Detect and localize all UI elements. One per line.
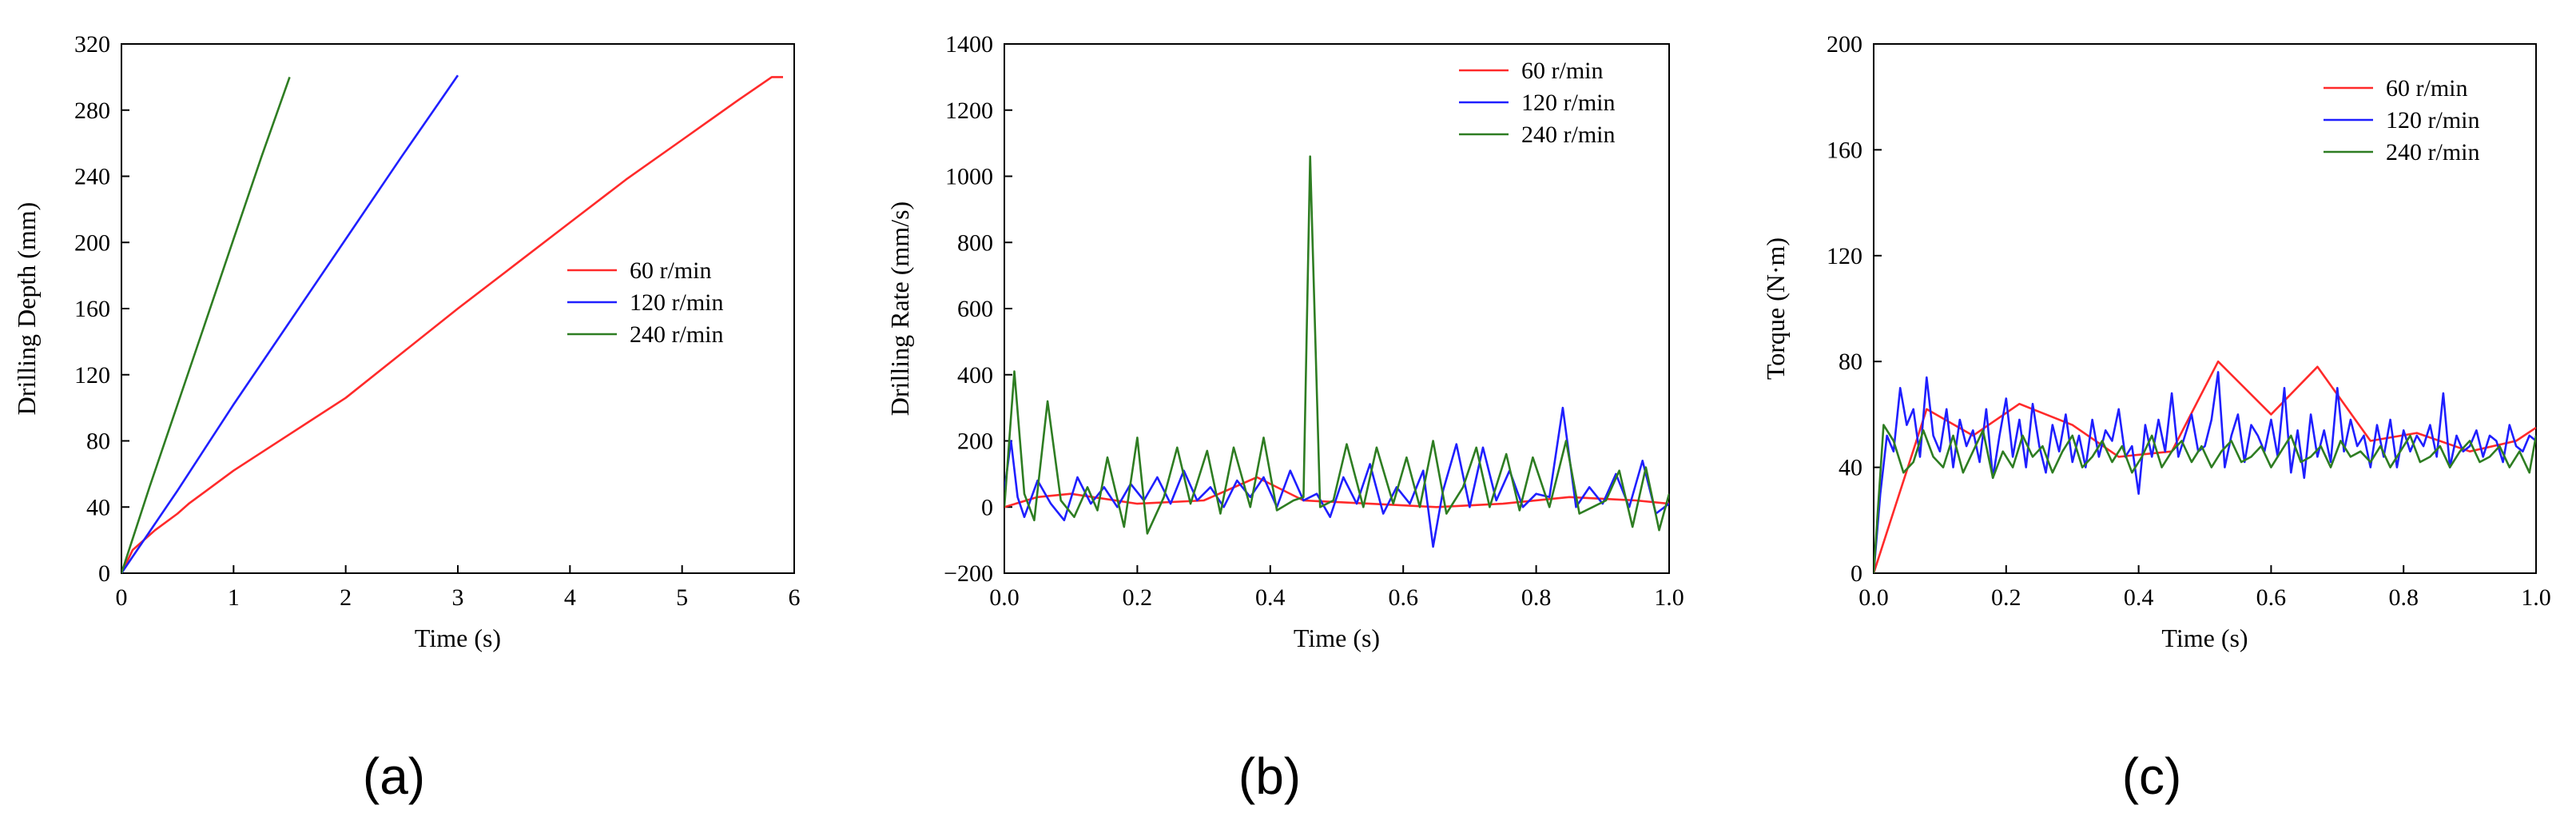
series-line-120-r-min	[1874, 371, 2536, 573]
series-line-240-r-min	[1004, 155, 1669, 535]
series-group	[1874, 360, 2536, 573]
y-tick-label: 1000	[945, 164, 993, 190]
y-tick-label: −200	[944, 560, 993, 587]
x-tick-label: 0.0	[989, 584, 1020, 611]
legend: 60 r/min 120 r/min 240 r/min	[2324, 75, 2480, 165]
series-group	[121, 74, 783, 573]
y-axis-label: Drilling Rate (mm/s)	[885, 201, 914, 416]
y-tick-label: 200	[957, 428, 993, 455]
x-tick-label: 0	[116, 584, 128, 611]
y-tick-label: 200	[74, 229, 110, 256]
x-tick-label: 4	[564, 584, 576, 611]
x-tick-label: 0.2	[1991, 584, 2021, 611]
y-tick-label: 240	[74, 164, 110, 190]
legend-label: 240 r/min	[630, 321, 724, 348]
y-tick-label: 40	[86, 494, 110, 520]
series-line-240-r-min	[1874, 424, 2536, 573]
legend: 60 r/min 120 r/min 240 r/min	[1459, 58, 1616, 148]
x-tick-label: 6	[789, 584, 801, 611]
y-tick-label: 120	[74, 362, 110, 389]
y-tick-label: 400	[957, 362, 993, 389]
chart-panel-2: 0.0 0.2 0.4 0.6 0.8 1.0 −200 0 200 400 600 800 1000 1…	[885, 31, 1684, 805]
y-tick-label: 280	[74, 98, 110, 124]
x-axis-label: Time (s)	[415, 624, 501, 652]
y-tick-label: 0	[1851, 560, 1862, 587]
x-tick-label: 0.2	[1123, 584, 1153, 611]
x-tick-label: 1.0	[1654, 584, 1684, 611]
y-tick-label: 1200	[945, 98, 993, 124]
x-tick-label: 0.8	[1521, 584, 1552, 611]
x-axis-label: Time (s)	[1294, 624, 1380, 652]
series-line-120-r-min	[1004, 406, 1669, 548]
series-group	[1004, 155, 1669, 548]
legend-label: 240 r/min	[2386, 139, 2480, 165]
legend-label: 60 r/min	[630, 257, 712, 284]
series-line-120-r-min	[121, 74, 459, 573]
x-tick-label: 0.0	[1858, 584, 1889, 611]
x-tick-label: 0.6	[2256, 584, 2287, 611]
x-tick-label: 3	[452, 584, 464, 611]
series-line-60-r-min	[1004, 476, 1669, 508]
y-tick-label: 160	[74, 296, 110, 322]
y-tick-label: 80	[1839, 349, 1862, 375]
x-tick-label: 1	[228, 584, 240, 611]
legend-label: 120 r/min	[630, 289, 724, 316]
chart-panel-3: 0.0 0.2 0.4 0.6 0.8 1.0 0 40 80 120 160 200 Time (s)…	[1761, 31, 2551, 805]
x-tick-label: 0.4	[2124, 584, 2154, 611]
legend-label: 120 r/min	[1521, 90, 1616, 116]
y-tick-label: 320	[74, 31, 110, 58]
y-axis-label: Torque (N·m)	[1761, 237, 1790, 380]
y-tick-label: 160	[1827, 137, 1862, 163]
x-tick-label: 0.4	[1255, 584, 1286, 611]
panel-label: (a)	[363, 747, 425, 805]
series-line-60-r-min	[121, 76, 783, 573]
legend: 60 r/min 120 r/min 240 r/min	[567, 257, 724, 348]
x-tick-label: 5	[676, 584, 688, 611]
y-tick-label: 0	[981, 494, 993, 520]
legend-label: 120 r/min	[2386, 107, 2480, 134]
x-tick-label: 2	[340, 584, 352, 611]
chart-panel-1: 0 1 2 3 4 5 6 0 40 80 120 160 200 240 280 320 Time (s) Dr…	[12, 31, 801, 805]
legend-label: 60 r/min	[1521, 58, 1604, 84]
y-tick-label: 40	[1839, 455, 1862, 481]
series-line-60-r-min	[1874, 360, 2536, 573]
y-axis-label: Drilling Depth (mm)	[12, 202, 41, 416]
y-tick-label: 80	[86, 428, 110, 455]
y-tick-label: 600	[957, 296, 993, 322]
x-tick-label: 0.6	[1388, 584, 1418, 611]
y-tick-label: 1400	[945, 31, 993, 58]
y-tick-label: 800	[957, 229, 993, 256]
legend-label: 60 r/min	[2386, 75, 2468, 102]
y-tick-label: 200	[1827, 31, 1862, 58]
plot-frame	[1873, 43, 2537, 574]
series-line-240-r-min	[121, 76, 291, 573]
x-tick-label: 0.8	[2388, 584, 2419, 611]
y-tick-label: 0	[98, 560, 110, 587]
panel-label: (b)	[1238, 747, 1301, 805]
x-axis-label: Time (s)	[2161, 624, 2248, 652]
panel-label: (c)	[2122, 747, 2182, 805]
y-tick-label: 120	[1827, 243, 1862, 269]
legend-label: 240 r/min	[1521, 122, 1616, 148]
x-tick-label: 1.0	[2521, 584, 2551, 611]
